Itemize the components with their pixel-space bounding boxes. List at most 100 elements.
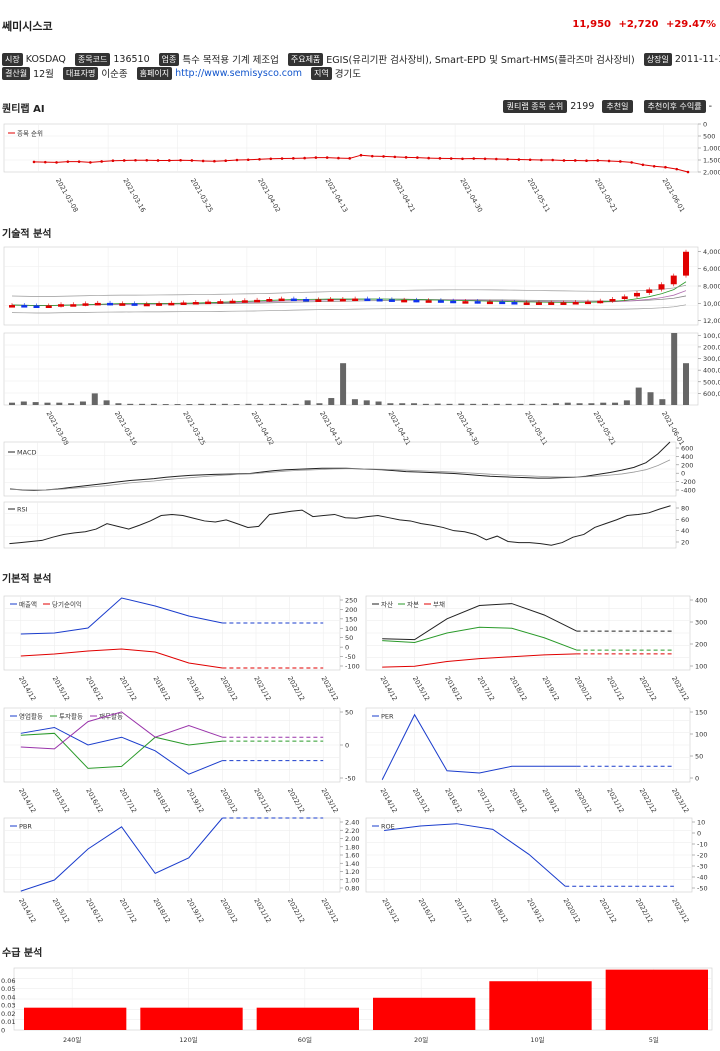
rank-point: [111, 159, 115, 163]
x-tick-label: 2020/12: [219, 787, 239, 814]
legend-label: 종목 순위: [17, 130, 43, 138]
x-tick-label: 2017/12: [118, 897, 138, 924]
candle-body: [633, 292, 640, 297]
x-tick-label: 2022/12: [286, 897, 306, 924]
legend-label: 자본: [407, 600, 419, 609]
y-tick-label: 100: [695, 731, 707, 739]
volume-bar: [186, 404, 193, 405]
series-line: [382, 626, 577, 651]
info-row-2: 결산월 12월 대표자명 이순종 홈페이지 http://www.semisysco.co…: [2, 66, 370, 80]
envelope-lower: [11, 304, 687, 314]
x-tick-label: 2023/12: [319, 675, 339, 702]
x-tick-label: 2014/12: [17, 897, 37, 924]
rank-point: [145, 158, 149, 162]
info2-tag-2: 홈페이지: [136, 66, 173, 80]
rank-point: [596, 159, 600, 162]
x-tick-label: 2023/12: [319, 897, 339, 924]
x-tick-label: 2019/12: [540, 787, 560, 814]
legend-label: PBR: [19, 823, 32, 831]
volume-bar: [280, 403, 287, 405]
stock-name: 쎄미시스코: [2, 20, 53, 33]
y-tick-label: 1.80: [345, 843, 359, 851]
rank-point: [235, 158, 239, 162]
price-change: +2,720: [618, 19, 659, 30]
rank-point: [517, 158, 521, 161]
info2-value-0: 12월: [33, 69, 54, 80]
x-tick-label: 2021/12: [252, 675, 272, 702]
x-tick-label: 2021/12: [252, 897, 272, 924]
x-tick-label: 2016/12: [417, 897, 437, 924]
candle-body: [119, 303, 126, 306]
volume-bar: [103, 400, 110, 405]
candle-body: [266, 299, 273, 302]
candle-body: [437, 300, 444, 303]
series-line: [382, 653, 577, 668]
rank-value: 2199: [570, 101, 595, 112]
volume-bar: [588, 403, 595, 405]
volume-bar: [56, 402, 63, 405]
volume-bar: [505, 403, 512, 405]
candle-body: [217, 301, 224, 304]
legend-label: 당기순이익: [52, 600, 82, 609]
volume-bar: [600, 402, 607, 405]
rank-point: [404, 156, 408, 159]
x-tick-label: 2016/12: [443, 787, 463, 814]
rank-point: [472, 157, 476, 160]
rank-point: [348, 157, 352, 160]
volume-bar: [174, 404, 181, 405]
volume-bar: [316, 403, 323, 405]
x-tick-label: 2019/12: [185, 787, 205, 814]
x-tick-label: 2015/12: [411, 787, 431, 814]
candle-body: [70, 304, 77, 307]
y-tick-label: -200: [681, 478, 696, 486]
info2-tag-1: 대표자명: [62, 66, 99, 80]
y-tick-label: 8,000: [703, 283, 720, 291]
volume-bar: [659, 399, 666, 405]
y-tick-label: -10: [697, 841, 708, 849]
candle-body: [180, 302, 187, 305]
volume-bar: [269, 403, 276, 405]
candle-body: [315, 299, 322, 302]
macd-line: [9, 441, 671, 491]
rank-point: [562, 159, 566, 162]
candle-body: [156, 303, 163, 306]
volume-bar: [198, 403, 205, 405]
rank-point: [77, 160, 81, 163]
rank-point: [213, 159, 216, 163]
volume-bar: [529, 403, 536, 405]
volume-bar: [162, 404, 169, 405]
rec-return-tag: 추천이후 수익률: [643, 100, 706, 113]
volume-bar: [458, 403, 465, 405]
volume-bar: [340, 363, 347, 405]
candle-body: [658, 284, 665, 290]
volume-bar: [387, 403, 394, 405]
x-tick-label: 2015/12: [380, 897, 400, 924]
rank-point: [427, 156, 430, 160]
rank-point: [652, 164, 656, 168]
x-tick-label: 2016/12: [443, 675, 463, 702]
x-tick-label: 2022/12: [638, 787, 658, 814]
volume-bar: [671, 333, 678, 405]
y-tick-label: 0: [345, 742, 349, 750]
x-tick-label: 2022/12: [638, 675, 658, 702]
legend-label: 매출액: [19, 600, 37, 609]
y-tick-label: 10: [697, 819, 705, 827]
candle-body: [499, 301, 506, 305]
candle-body: [94, 302, 101, 306]
rank-point: [89, 161, 92, 164]
x-tick-label: 2021/12: [252, 787, 272, 814]
y-tick-label: 2.20: [345, 827, 359, 835]
homepage-link[interactable]: http://www.semisysco.com: [175, 67, 303, 79]
x-tick-label: 2018/12: [151, 787, 171, 814]
rank-point: [66, 160, 70, 163]
y-tick-label: -20: [697, 852, 708, 860]
x-tick-label: 2021-05-21: [593, 177, 619, 214]
x-tick-label: 2016/12: [84, 675, 104, 702]
section-title-ai: 퀀티랩 AI: [2, 104, 45, 115]
rsi-chart: 80 60 40 20 RSI: [3, 501, 689, 549]
rsi-line: [9, 505, 671, 546]
x-tick-label: 2017/12: [118, 787, 138, 814]
x-tick-label: 2021/12: [605, 675, 625, 702]
y-tick-label: 100: [345, 625, 357, 633]
